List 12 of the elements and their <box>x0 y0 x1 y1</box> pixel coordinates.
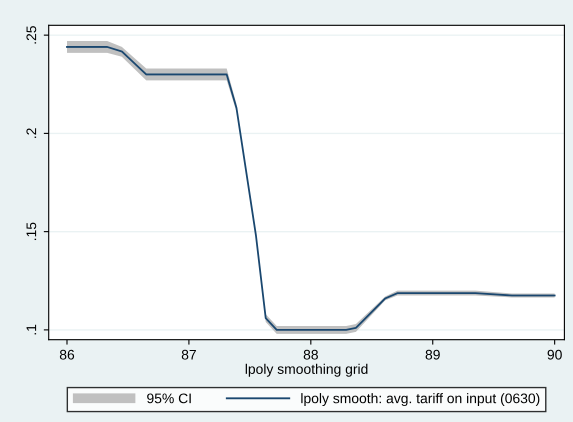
y-tick-label: .1 <box>26 324 36 334</box>
legend-label: lpoly smooth: avg. tariff on input (0630) <box>301 393 540 406</box>
y-tick-label: .15 <box>26 222 36 240</box>
x-axis-title: lpoly smoothing grid <box>246 364 368 377</box>
x-tick-label: 86 <box>60 350 74 360</box>
x-tick-label: 88 <box>304 350 318 360</box>
x-tick-label: 90 <box>548 350 562 360</box>
x-tick-label: 89 <box>426 350 440 360</box>
y-tick-label: .25 <box>26 26 36 44</box>
x-tick-label: 87 <box>182 350 196 360</box>
y-tick-label: .2 <box>26 128 36 138</box>
text: 95% CI <box>147 393 191 404</box>
